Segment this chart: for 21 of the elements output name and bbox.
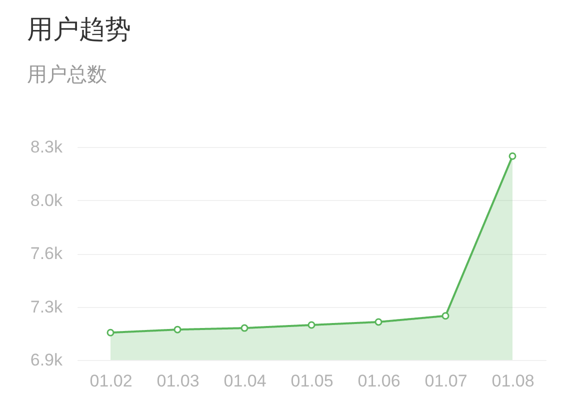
x-tick-label: 01.07 [424, 372, 468, 390]
y-tick-label: 7.3k [30, 297, 63, 316]
x-tick-label: 01.04 [224, 372, 266, 390]
chart-subtitle: 用户总数 [27, 64, 107, 86]
point [308, 321, 316, 329]
y-tick-label: 8.0k [30, 190, 63, 210]
y-tick-label: 7.6k [30, 244, 63, 263]
point [174, 326, 182, 334]
x-tick-label: 01.08 [492, 372, 534, 390]
point [374, 318, 382, 326]
point [240, 324, 248, 332]
point [106, 328, 114, 336]
point [508, 152, 516, 160]
x-tick-label: 01.02 [90, 372, 132, 390]
x-tick-label: 01.05 [290, 372, 334, 390]
x-tick-label: 01.06 [358, 372, 400, 390]
y-tick-label: 6.9k [30, 350, 63, 370]
x-tick-label: 01.03 [156, 372, 200, 390]
y-tick-label: 8.3k [30, 138, 63, 156]
chart-title: 用户趋势 [27, 14, 131, 44]
point [442, 312, 450, 320]
